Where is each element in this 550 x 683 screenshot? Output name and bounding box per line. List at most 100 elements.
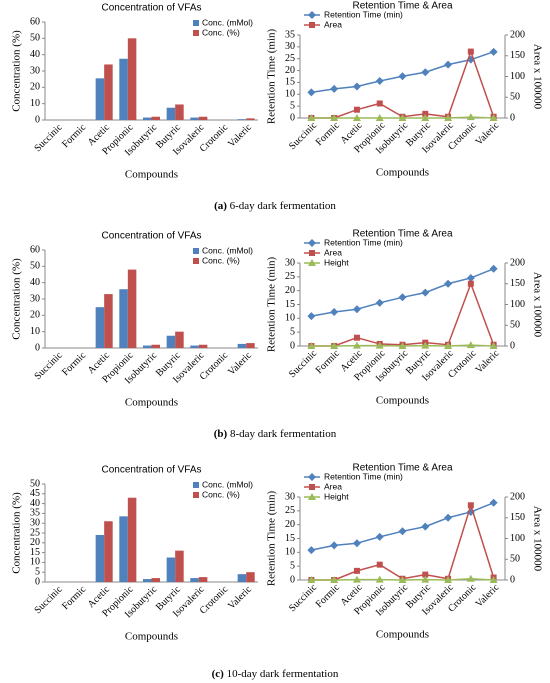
x-tick-label: Formic xyxy=(60,584,89,613)
x-tick-label: Valeric xyxy=(474,582,502,610)
bar xyxy=(142,345,152,348)
x-axis-label: Compounds xyxy=(376,395,429,407)
marker xyxy=(444,114,453,121)
series-line xyxy=(311,268,494,317)
legend-label: Conc. (mMol) xyxy=(202,245,253,255)
y2-tick-label: 150 xyxy=(510,278,525,289)
y-tick-label: 50 xyxy=(30,33,40,44)
marker xyxy=(352,341,361,349)
marker xyxy=(307,312,316,321)
legend-swatch xyxy=(193,482,199,488)
x-tick-label: Succinic xyxy=(287,120,320,153)
y-tick-label: 0 xyxy=(35,576,40,587)
bar xyxy=(151,344,161,348)
x-tick-label: Valeric xyxy=(226,350,254,378)
marker xyxy=(421,522,430,531)
marker xyxy=(421,288,430,297)
bar xyxy=(104,294,113,348)
y-tick-label: 35 xyxy=(30,508,40,519)
marker xyxy=(398,72,407,81)
marker xyxy=(352,114,361,121)
marker xyxy=(375,532,384,541)
marker xyxy=(308,11,316,19)
bar xyxy=(151,578,161,582)
y2-tick-label: 200 xyxy=(510,29,525,40)
marker xyxy=(330,541,339,550)
y2-axis-label: Area x 100000 xyxy=(531,44,543,110)
marker xyxy=(489,114,498,121)
y-tick-label: 5 xyxy=(290,100,295,111)
y-tick-label: 0 xyxy=(290,112,295,123)
marker xyxy=(398,342,407,349)
legend-swatch xyxy=(193,20,199,26)
y-tick-label: 35 xyxy=(285,29,295,40)
y-tick-label: 45 xyxy=(30,488,40,499)
bar xyxy=(246,118,255,120)
y-tick-label: 0 xyxy=(290,340,295,351)
marker xyxy=(421,68,430,77)
marker xyxy=(398,114,407,121)
y-tick-label: 30 xyxy=(285,257,295,268)
legend-label: Area xyxy=(324,19,342,29)
bar xyxy=(151,116,161,120)
bar xyxy=(198,577,208,582)
marker xyxy=(421,114,430,121)
legend-swatch xyxy=(193,248,199,254)
bar xyxy=(166,335,176,348)
y-tick-label: 20 xyxy=(30,537,40,548)
bar xyxy=(127,497,137,582)
x-tick-label: Formic xyxy=(314,582,343,611)
marker xyxy=(421,341,430,349)
y2-axis-label: Area x 100000 xyxy=(531,506,543,572)
series-line xyxy=(311,502,495,581)
marker xyxy=(398,293,407,302)
caption-label: (a) xyxy=(214,200,227,212)
y-tick-label: 0 xyxy=(290,574,295,585)
y-tick-label: 15 xyxy=(285,299,295,310)
marker xyxy=(330,114,339,121)
marker xyxy=(489,576,498,583)
y-tick-label: 10 xyxy=(285,547,295,558)
y-tick-label: 5 xyxy=(290,560,295,571)
bar xyxy=(142,579,152,582)
x-axis-label: Compounds xyxy=(125,169,178,181)
y2-tick-label: 100 xyxy=(510,71,525,82)
bar xyxy=(175,104,184,120)
legend-label: Conc. (%) xyxy=(202,27,240,37)
y-tick-label: 30 xyxy=(30,517,40,528)
y2-tick-label: 100 xyxy=(510,299,525,310)
marker xyxy=(466,273,475,282)
bar xyxy=(190,578,199,582)
x-tick-label: Formic xyxy=(60,350,89,379)
caption-label: (c) xyxy=(212,668,225,680)
marker xyxy=(466,113,475,121)
marker xyxy=(467,280,474,287)
y-tick-label: 5 xyxy=(35,566,40,577)
y-tick-label: 15 xyxy=(285,533,295,544)
title: Retention Time & Area xyxy=(352,1,452,12)
x-tick-label: Succinic xyxy=(287,348,320,381)
y-axis-label: Concentration (%) xyxy=(11,30,23,112)
y2-tick-label: 50 xyxy=(510,554,520,565)
y-tick-label: 60 xyxy=(30,16,40,27)
y-tick-label: 50 xyxy=(30,478,40,489)
bar xyxy=(166,557,176,582)
caption-text: 6-day dark fermentation xyxy=(230,200,337,212)
legend-label: Conc. (mMol) xyxy=(202,17,253,27)
y-tick-label: 10 xyxy=(30,98,40,109)
bar xyxy=(142,117,152,120)
legend-label: Area xyxy=(324,247,342,257)
x-axis-label: Compounds xyxy=(376,629,429,641)
series-line xyxy=(311,281,495,347)
y-axis-label: Retention Time (min) xyxy=(266,490,278,586)
legend-swatch xyxy=(193,492,199,498)
y2-tick-label: 100 xyxy=(510,533,525,544)
x-axis-label: Compounds xyxy=(376,167,429,179)
marker xyxy=(353,567,360,574)
y-tick-label: 15 xyxy=(285,77,295,88)
legend-swatch xyxy=(193,30,199,36)
x-tick-label: Formic xyxy=(60,122,89,151)
title: Retention Time & Area xyxy=(352,229,452,240)
marker xyxy=(398,527,407,536)
